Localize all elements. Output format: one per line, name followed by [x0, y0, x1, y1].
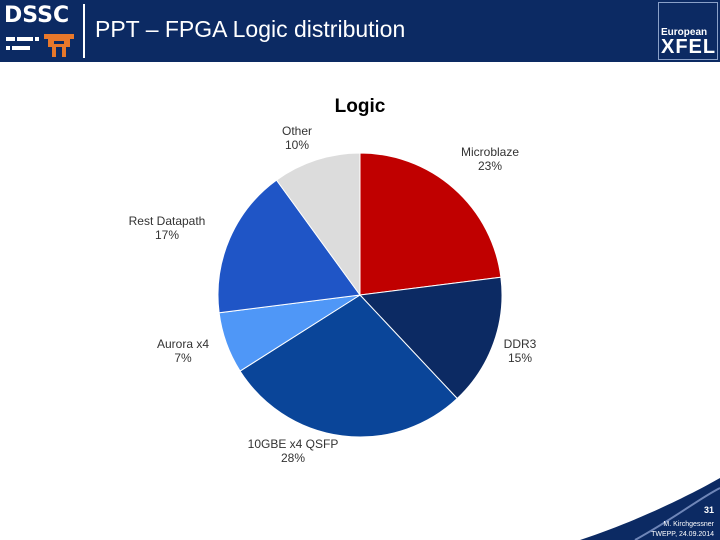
pie-slice-10gbe-x4-qsfp — [239, 294, 458, 438]
slice-label-percent: 7% — [174, 351, 192, 365]
slice-label-percent: 10% — [285, 138, 309, 152]
pie-slice-microblaze — [359, 152, 502, 296]
slice-label-name: DDR3 — [504, 337, 537, 351]
european-xfel-logo: European XFEL — [655, 0, 720, 62]
dssc-logo-text: DSSC — [4, 3, 70, 28]
chart-title: Logic — [335, 96, 386, 117]
pie-chart: Logic Microblaze 23% DDR3 15% 10GBE x4 QSFP 2… — [0, 62, 720, 540]
slice-label-name: 10GBE x4 QSFP — [248, 437, 339, 451]
slice-label-percent: 17% — [155, 228, 179, 242]
slice-label-name: Aurora x4 — [157, 337, 209, 351]
xfel-logo-small-text: European — [661, 27, 708, 38]
footer-author: M. Kirchgessner — [663, 521, 714, 528]
pie-slice-ddr3 — [358, 276, 503, 400]
header-bar — [0, 0, 720, 62]
slice-label-name: Other — [282, 124, 312, 138]
footer-event: TWEPP, 24.09.2014 — [651, 531, 714, 538]
header-divider — [83, 4, 85, 58]
dssc-emblem-icon — [6, 34, 74, 57]
slide-title: PPT – FPGA Logic distribution — [95, 16, 406, 42]
footer-swoosh-icon — [580, 478, 720, 540]
pie-slice-rest-datapath — [217, 179, 361, 314]
xfel-logo-frame — [658, 2, 718, 60]
pie-slices — [217, 152, 503, 438]
dssc-logo: DSSC — [0, 0, 84, 62]
slice-label-name: Microblaze — [461, 145, 519, 159]
slice-label-name: Rest Datapath — [129, 214, 206, 228]
page-number: 31 — [703, 505, 714, 515]
slice-label-percent: 23% — [478, 159, 502, 173]
slice-label-percent: 15% — [508, 351, 532, 365]
pie-slice-other — [275, 152, 361, 297]
slice-label-percent: 28% — [281, 451, 305, 465]
xfel-logo-big-text: XFEL — [661, 36, 717, 58]
